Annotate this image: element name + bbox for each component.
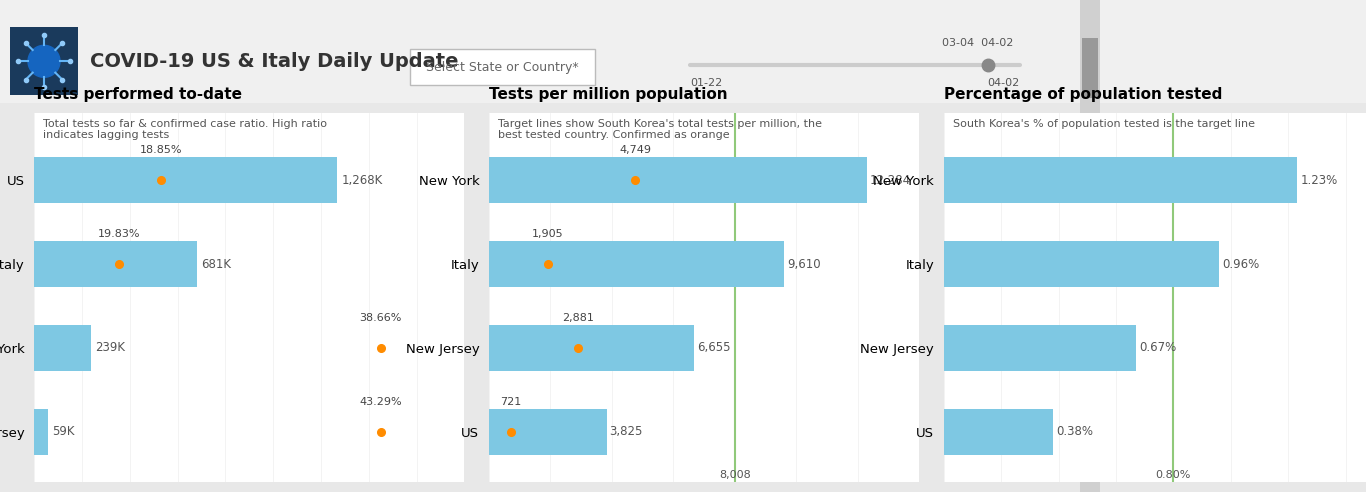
Text: 1.23%: 1.23%: [1300, 174, 1337, 187]
FancyBboxPatch shape: [10, 28, 78, 95]
Text: 03-04  04-02: 03-04 04-02: [941, 38, 1014, 48]
Bar: [34, 241, 197, 287]
Text: Total tests so far & confirmed case ratio. High ratio
indicates lagging tests: Total tests so far & confirmed case rati…: [42, 119, 326, 140]
Text: 0.80%: 0.80%: [1156, 470, 1191, 481]
Bar: [34, 325, 92, 371]
FancyBboxPatch shape: [0, 0, 1366, 103]
Text: South Korea's % of population tested is the target line: South Korea's % of population tested is …: [952, 119, 1254, 129]
Bar: [34, 157, 337, 203]
Text: COVID-19 US & Italy Daily Update: COVID-19 US & Italy Daily Update: [90, 52, 459, 71]
Text: 8,008: 8,008: [720, 470, 751, 481]
Text: 43.29%: 43.29%: [359, 397, 402, 407]
Bar: [944, 157, 1296, 203]
Text: 19.83%: 19.83%: [97, 229, 141, 239]
Bar: [944, 241, 1220, 287]
Text: 3,825: 3,825: [609, 426, 643, 438]
FancyBboxPatch shape: [1081, 0, 1100, 492]
Text: 04-02: 04-02: [988, 78, 1020, 89]
Text: 0.96%: 0.96%: [1223, 258, 1259, 271]
Text: 1,268K: 1,268K: [342, 174, 382, 187]
Bar: [944, 409, 1053, 455]
Bar: [489, 157, 866, 203]
Bar: [489, 241, 784, 287]
Bar: [944, 325, 1137, 371]
Text: 38.66%: 38.66%: [359, 313, 402, 323]
Text: 1,905: 1,905: [531, 229, 563, 239]
Text: 681K: 681K: [201, 258, 231, 271]
Text: 6,655: 6,655: [697, 341, 731, 354]
Text: 239K: 239K: [96, 341, 126, 354]
Text: 12,284: 12,284: [870, 174, 911, 187]
Text: 2,881: 2,881: [561, 313, 593, 323]
Polygon shape: [29, 45, 60, 77]
FancyBboxPatch shape: [1082, 38, 1098, 98]
Text: 01-22: 01-22: [690, 78, 723, 89]
Bar: [489, 409, 607, 455]
Text: 721: 721: [500, 397, 522, 407]
Bar: [489, 325, 694, 371]
FancyBboxPatch shape: [410, 49, 596, 85]
Text: 9,610: 9,610: [787, 258, 821, 271]
Text: Target lines show South Korea's total tests per million, the
best tested country: Target lines show South Korea's total te…: [497, 119, 821, 140]
Text: Select State or Country*: Select State or Country*: [426, 61, 579, 74]
Text: Tests performed to-date: Tests performed to-date: [34, 87, 242, 102]
Text: 59K: 59K: [52, 426, 75, 438]
FancyBboxPatch shape: [0, 103, 1366, 492]
Text: 0.38%: 0.38%: [1056, 426, 1093, 438]
Text: Tests per million population: Tests per million population: [489, 87, 728, 102]
Text: 4,749: 4,749: [619, 145, 652, 155]
Text: 18.85%: 18.85%: [141, 145, 183, 155]
Text: 0.67%: 0.67%: [1139, 341, 1176, 354]
Bar: [34, 409, 48, 455]
Text: Percentage of population tested: Percentage of population tested: [944, 87, 1223, 102]
